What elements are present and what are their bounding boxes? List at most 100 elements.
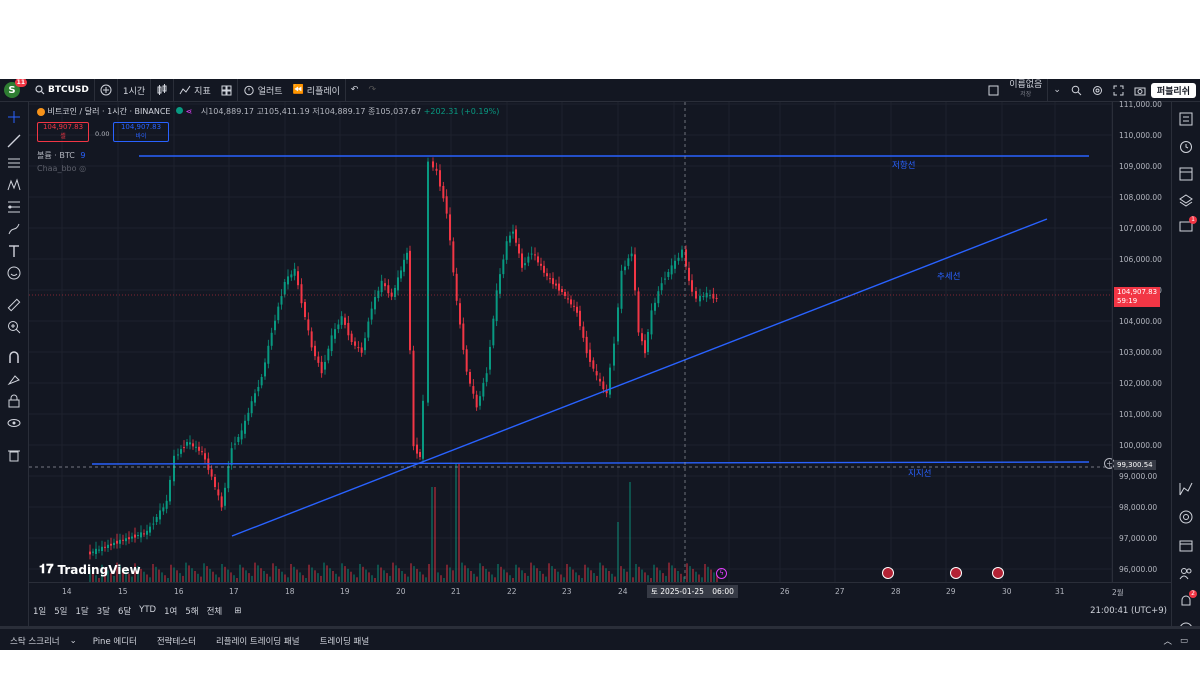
- volume-bar: [272, 563, 274, 582]
- volume-bar: [581, 578, 583, 582]
- chevron-down-icon[interactable]: ⌄: [69, 636, 77, 646]
- fullscreen-button[interactable]: [1108, 79, 1129, 101]
- candle-body: [650, 310, 653, 335]
- alerts-clock-icon[interactable]: [1179, 140, 1193, 154]
- user-avatar[interactable]: S 11: [4, 79, 27, 98]
- emoji-icon[interactable]: [7, 266, 21, 280]
- range-button[interactable]: 1여: [164, 607, 178, 617]
- lightning-event-icon[interactable]: ϟ: [716, 568, 727, 579]
- range-button[interactable]: 5일: [54, 607, 68, 617]
- publish-button[interactable]: 퍼블리쉬: [1150, 82, 1196, 98]
- crosshair-icon[interactable]: [7, 110, 21, 124]
- alert-button[interactable]: 얼러트: [238, 79, 288, 101]
- calendar-icon[interactable]: [1179, 538, 1193, 552]
- chart-pane[interactable]: 비트코인 / 달러 · 1시간 · BINANCE ⋖ 시104,889.17 …: [29, 102, 1115, 582]
- notifications-button[interactable]: 2: [1179, 590, 1197, 608]
- notification-count: 2: [1189, 590, 1197, 598]
- candle-body: [320, 361, 323, 374]
- replay-button[interactable]: ⏪ 리플레이: [288, 79, 346, 101]
- volume-bar: [467, 568, 469, 582]
- ruler-icon[interactable]: [7, 298, 21, 312]
- range-button[interactable]: 1달: [75, 607, 89, 617]
- us-flag-event-icon[interactable]: [992, 567, 1004, 579]
- pattern-icon[interactable]: [7, 178, 21, 192]
- strategy-icon[interactable]: [1179, 482, 1193, 496]
- layout-dropdown[interactable]: ⌄: [1048, 79, 1066, 101]
- bottom-tab[interactable]: Pine 에디터: [92, 637, 137, 647]
- candle-body: [334, 329, 336, 339]
- settings-button[interactable]: [1087, 79, 1108, 101]
- candle-body: [475, 394, 478, 408]
- interval-button[interactable]: 1시간: [118, 79, 152, 101]
- trend-line-icon[interactable]: [7, 134, 21, 148]
- horizontal-lines-icon[interactable]: [7, 156, 21, 170]
- range-button[interactable]: 3달: [96, 607, 110, 617]
- layouts-button[interactable]: [216, 79, 238, 101]
- volume-bar: [128, 573, 130, 582]
- chart-type-button[interactable]: [151, 79, 175, 101]
- zoom-in-icon[interactable]: [7, 320, 21, 334]
- candle-body: [579, 310, 581, 327]
- bottom-tab[interactable]: 리플레이 트레이딩 패널: [215, 637, 300, 647]
- candle-body: [240, 430, 243, 440]
- range-button[interactable]: 6달: [117, 607, 132, 617]
- watchlist-icon[interactable]: [1179, 112, 1193, 126]
- compare-button[interactable]: [95, 79, 118, 101]
- candle-body: [310, 331, 313, 348]
- text-icon[interactable]: [7, 244, 21, 258]
- lock-icon[interactable]: [7, 394, 21, 408]
- buy-button[interactable]: 104,907.83 바이: [113, 122, 169, 142]
- chevron-up-icon[interactable]: ︿: [1163, 637, 1172, 647]
- indicators-button[interactable]: 지표: [174, 79, 216, 101]
- range-button[interactable]: 전체: [206, 607, 223, 617]
- candles-icon: [157, 84, 167, 95]
- volume-bar: [398, 568, 400, 582]
- screenshot-button[interactable]: [1129, 79, 1151, 101]
- target-icon[interactable]: [1179, 510, 1193, 524]
- trash-icon[interactable]: [7, 448, 21, 462]
- quick-search-button[interactable]: [1066, 79, 1087, 101]
- us-flag-event-icon[interactable]: [950, 567, 962, 579]
- candle-body: [641, 333, 643, 342]
- redo-button[interactable]: ↷: [363, 79, 381, 101]
- layout-name-menu[interactable]: 이름없음 저장: [1004, 79, 1049, 101]
- magnet-icon[interactable]: [7, 350, 21, 364]
- undo-button[interactable]: ↶: [346, 79, 364, 101]
- layers-icon[interactable]: [1179, 194, 1193, 208]
- brush-icon[interactable]: [7, 222, 21, 236]
- ohlc-change: +202.31 (+0.19%): [423, 107, 500, 116]
- clock-label[interactable]: 21:00:41 (UTC+9): [1090, 606, 1167, 616]
- volume-bar: [365, 569, 367, 582]
- layout-toggle-button[interactable]: [983, 79, 1004, 101]
- symbol-search-button[interactable]: BTCUSD: [30, 79, 95, 101]
- volume-bar: [566, 564, 568, 582]
- bottom-tab[interactable]: 스탁 스크리너: [10, 637, 60, 647]
- volume-bar: [341, 563, 343, 582]
- sell-button[interactable]: 104,907.83 셀: [37, 122, 89, 142]
- candle-body: [237, 437, 240, 442]
- eye-icon[interactable]: [7, 416, 21, 430]
- candle-body: [469, 372, 471, 384]
- bottom-tab[interactable]: 트레이딩 패널: [319, 637, 370, 647]
- lock-drawing-icon[interactable]: [7, 372, 21, 386]
- volume-bar: [305, 578, 307, 582]
- range-button[interactable]: 5해: [185, 607, 199, 617]
- candle-body: [709, 294, 711, 296]
- time-axis[interactable]: 14 15 16 17 18 19 20 21 22 23 24 26 27 28 29 30 31 2월 토 2…: [29, 582, 1171, 601]
- candle-body: [400, 270, 402, 279]
- volume-bar: [173, 567, 175, 582]
- buy-label: 바이: [135, 133, 147, 140]
- range-button[interactable]: 1일: [33, 607, 47, 617]
- fib-icon[interactable]: [7, 200, 21, 214]
- price-tick-label: 97,000.00: [1119, 534, 1158, 543]
- volume-bar: [557, 571, 559, 582]
- data-window-icon[interactable]: [1179, 167, 1193, 181]
- maximize-panel-icon[interactable]: ▭: [1179, 636, 1188, 646]
- us-flag-event-icon[interactable]: [882, 567, 894, 579]
- range-button[interactable]: YTD: [139, 605, 157, 615]
- goto-date-icon[interactable]: ⊞: [234, 606, 242, 616]
- price-axis[interactable]: 111,000.00 110,000.00 109,000.00 108,000.00…: [1112, 100, 1172, 582]
- bottom-tab[interactable]: 전략테스터: [156, 637, 196, 647]
- people-icon[interactable]: [1179, 566, 1193, 580]
- chat-button[interactable]: 1: [1179, 216, 1197, 234]
